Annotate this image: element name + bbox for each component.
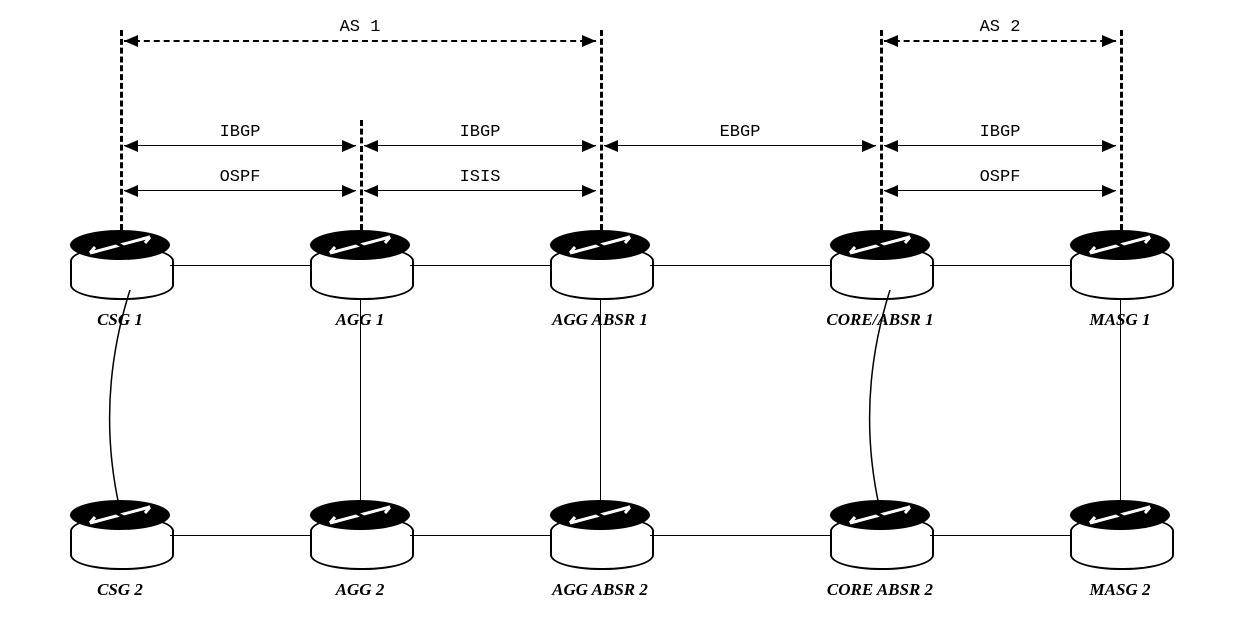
link-bottom-0 bbox=[170, 535, 310, 536]
boundary-vline-2 bbox=[600, 30, 603, 230]
arrow-left-icon bbox=[884, 140, 898, 152]
arrow-left-icon bbox=[884, 35, 898, 47]
arrow-right-icon bbox=[342, 185, 356, 197]
protocol-line bbox=[364, 145, 596, 146]
link-bottom-2 bbox=[650, 535, 830, 536]
router-bottom-0: CSG 2 bbox=[70, 500, 170, 570]
protocol-label: OSPF bbox=[200, 168, 280, 187]
arrow-right-icon bbox=[342, 140, 356, 152]
curve-core bbox=[850, 290, 910, 510]
link-bottom-3 bbox=[930, 535, 1070, 536]
link-bottom-1 bbox=[410, 535, 550, 536]
router-label: AGG 2 bbox=[285, 580, 435, 600]
router-label: MASG 2 bbox=[1045, 580, 1195, 600]
arrow-right-icon bbox=[582, 140, 596, 152]
arrow-right-icon bbox=[582, 185, 596, 197]
link-top-3 bbox=[930, 265, 1070, 266]
protocol-label: IBGP bbox=[440, 123, 520, 142]
protocol-label: EBGP bbox=[700, 123, 780, 142]
arrow-left-icon bbox=[364, 185, 378, 197]
vlink-2 bbox=[600, 300, 601, 500]
link-top-1 bbox=[410, 265, 550, 266]
router-arrows-icon bbox=[80, 503, 160, 527]
boundary-vline-0 bbox=[120, 30, 123, 230]
router-bottom-3: CORE ABSR 2 bbox=[830, 500, 930, 570]
arrow-right-icon bbox=[1102, 140, 1116, 152]
arrow-right-icon bbox=[862, 140, 876, 152]
arrow-right-icon bbox=[1102, 35, 1116, 47]
link-top-2 bbox=[650, 265, 830, 266]
protocol-label: OSPF bbox=[960, 168, 1040, 187]
router-top-1: AGG 1 bbox=[310, 230, 410, 300]
boundary-vline-1 bbox=[360, 120, 363, 230]
protocol-line bbox=[124, 40, 596, 42]
arrow-left-icon bbox=[884, 185, 898, 197]
protocol-label: IBGP bbox=[960, 123, 1040, 142]
protocol-label: AS 2 bbox=[960, 18, 1040, 37]
router-arrows-icon bbox=[840, 233, 920, 257]
arrow-left-icon bbox=[364, 140, 378, 152]
arrow-left-icon bbox=[124, 140, 138, 152]
protocol-line bbox=[884, 145, 1116, 146]
protocol-line bbox=[124, 145, 356, 146]
router-arrows-icon bbox=[560, 503, 640, 527]
protocol-label: AS 1 bbox=[320, 18, 400, 37]
protocol-label: ISIS bbox=[440, 168, 520, 187]
router-arrows-icon bbox=[320, 233, 400, 257]
protocol-line bbox=[884, 40, 1116, 42]
router-top-4: MASG 1 bbox=[1070, 230, 1170, 300]
router-bottom-4: MASG 2 bbox=[1070, 500, 1170, 570]
router-arrows-icon bbox=[1080, 503, 1160, 527]
curve-csg bbox=[90, 290, 150, 510]
router-arrows-icon bbox=[840, 503, 920, 527]
arrow-left-icon bbox=[604, 140, 618, 152]
protocol-line bbox=[364, 190, 596, 191]
arrow-left-icon bbox=[124, 35, 138, 47]
router-arrows-icon bbox=[560, 233, 640, 257]
router-arrows-icon bbox=[320, 503, 400, 527]
router-label: AGG ABSR 2 bbox=[525, 580, 675, 600]
router-bottom-1: AGG 2 bbox=[310, 500, 410, 570]
protocol-line bbox=[884, 190, 1116, 191]
protocol-label: IBGP bbox=[200, 123, 280, 142]
link-top-0 bbox=[170, 265, 310, 266]
router-label: CORE ABSR 2 bbox=[805, 580, 955, 600]
arrow-left-icon bbox=[124, 185, 138, 197]
protocol-line bbox=[124, 190, 356, 191]
arrow-right-icon bbox=[1102, 185, 1116, 197]
boundary-vline-3 bbox=[880, 30, 883, 230]
router-arrows-icon bbox=[1080, 233, 1160, 257]
arrow-right-icon bbox=[582, 35, 596, 47]
router-top-2: AGG ABSR 1 bbox=[550, 230, 650, 300]
vlink-4 bbox=[1120, 300, 1121, 500]
router-arrows-icon bbox=[80, 233, 160, 257]
protocol-line bbox=[604, 145, 876, 146]
router-bottom-2: AGG ABSR 2 bbox=[550, 500, 650, 570]
vlink-1 bbox=[360, 300, 361, 500]
boundary-vline-4 bbox=[1120, 30, 1123, 230]
network-diagram: CSG 1AGG 1AGG ABSR 1CORE/ABSR 1MASG 1CSG… bbox=[20, 20, 1220, 624]
router-label: CSG 2 bbox=[45, 580, 195, 600]
